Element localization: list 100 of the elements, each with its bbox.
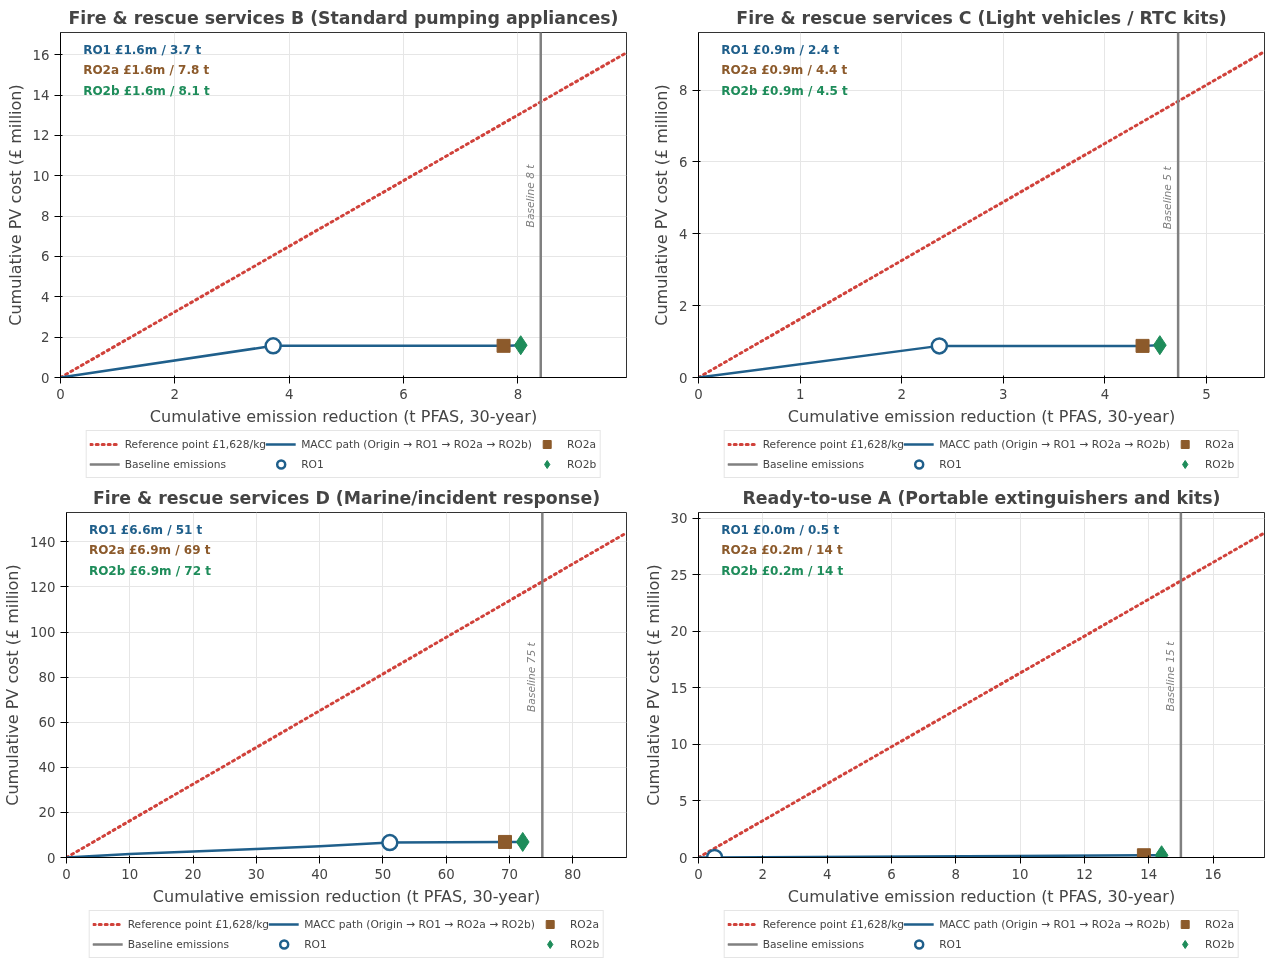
- x-axis-title: Cumulative emission reduction (t PFAS, 30-year): [787, 406, 1176, 426]
- x-tick-label: 10: [121, 866, 139, 882]
- y-tick-label: 14: [32, 88, 50, 104]
- y-tick-label: 8: [41, 209, 50, 225]
- legend-label: Reference point £1,628/kg: [762, 916, 905, 933]
- y-tick-label: 8: [679, 83, 688, 98]
- y-tick-label: 10: [670, 737, 688, 753]
- legend-label: MACC path (Origin → RO1 → RO2a → RO2b): [939, 916, 1170, 933]
- x-tick-label: 70: [500, 866, 518, 882]
- legend-label: MACC path (Origin → RO1 → RO2a → RO2b): [301, 436, 532, 453]
- x-tick-label: 2: [170, 386, 180, 402]
- y-tick-label: 0: [679, 370, 688, 386]
- legend-label: RO2b: [566, 456, 597, 473]
- annotation: RO1 £1.6m / 3.7 t: [83, 42, 202, 57]
- x-tick-label: 6: [399, 386, 408, 402]
- y-tick-label: 20: [38, 805, 56, 821]
- x-tick-label: 10: [1011, 866, 1029, 882]
- y-tick-label: 80: [38, 670, 56, 686]
- y-tick-label: 15: [670, 680, 688, 696]
- y-tick-label: 30: [670, 511, 688, 527]
- x-axis-title: Cumulative emission reduction (t PFAS, 30-year): [152, 886, 541, 906]
- x-tick-label: 0: [62, 866, 71, 882]
- annotation: RO2a £0.9m / 4.4 t: [721, 63, 848, 78]
- legend-label: RO1: [301, 456, 324, 473]
- x-tick-label: 40: [311, 866, 329, 882]
- chart-title: Fire & rescue services B (Standard pumping appliances): [68, 7, 619, 28]
- x-tick-label: 50: [374, 866, 392, 882]
- x-tick-label: 0: [694, 386, 703, 402]
- legend-label: MACC path (Origin → RO1 → RO2a → RO2b): [304, 916, 535, 933]
- x-tick-label: 20: [184, 866, 202, 882]
- legend-label: Baseline emissions: [762, 456, 865, 473]
- x-tick-label: 30: [247, 866, 265, 882]
- chart-title: Fire & rescue services D (Marine/incident response): [92, 487, 601, 508]
- annotation: RO1 £0.0m / 0.5 t: [721, 522, 840, 537]
- annotation: Baseline 8 t: [523, 163, 537, 228]
- legend-label: Baseline emissions: [127, 936, 230, 953]
- x-tick-label: 8: [513, 386, 523, 402]
- y-tick-label: 5: [679, 793, 688, 809]
- y-tick-label: 6: [679, 154, 688, 170]
- chart-title: Fire & rescue services C (Light vehicles / RTC kits): [736, 7, 1227, 28]
- legend-label: RO2a: [569, 916, 600, 933]
- y-tick-label: 20: [670, 624, 688, 640]
- legend-label: RO2b: [569, 936, 600, 953]
- y-tick-label: 40: [38, 760, 56, 776]
- annotation: RO2b £6.9m / 72 t: [88, 564, 212, 579]
- x-tick-label: 14: [1140, 866, 1158, 882]
- x-tick-label: 8: [951, 866, 961, 882]
- y-tick-label: 2: [679, 298, 688, 314]
- y-axis-title: Cumulative PV cost (£ million): [652, 84, 672, 326]
- x-tick-label: 1: [795, 386, 805, 402]
- x-tick-label: 2: [897, 386, 906, 402]
- x-tick-label: 0: [694, 866, 703, 882]
- legend-label: RO2a: [1204, 436, 1235, 453]
- y-tick-label: 12: [32, 128, 50, 144]
- y-axis-title: Cumulative PV cost (£ million): [643, 564, 663, 806]
- legend-label: RO2a: [566, 436, 597, 453]
- x-tick-label: 3: [999, 386, 1008, 402]
- annotation: RO2a £6.9m / 69 t: [88, 543, 211, 558]
- y-tick-label: 16: [32, 47, 50, 63]
- y-tick-label: 4: [41, 289, 50, 305]
- legend-label: Baseline emissions: [124, 456, 227, 473]
- y-tick-label: 0: [679, 850, 688, 866]
- y-axis-title: Cumulative PV cost (£ million): [5, 84, 25, 326]
- annotation: RO2a £1.6m / 7.8 t: [83, 63, 210, 78]
- annotation: RO2b £1.6m / 8.1 t: [83, 84, 210, 99]
- y-tick-label: 10: [32, 168, 50, 184]
- x-axis-title: Cumulative emission reduction (t PFAS, 30-year): [149, 406, 538, 426]
- x-tick-label: 4: [822, 866, 832, 882]
- y-tick-label: 60: [38, 715, 56, 731]
- legend-label: RO2b: [1204, 456, 1235, 473]
- legend-label: Reference point £1,628/kg: [762, 436, 905, 453]
- legend-label: Baseline emissions: [762, 936, 865, 953]
- x-tick-label: 5: [1202, 386, 1211, 402]
- y-tick-label: 6: [41, 249, 50, 265]
- annotation: Baseline 15 t: [1163, 640, 1177, 712]
- legend-label: Reference point £1,628/kg: [127, 916, 270, 933]
- y-tick-label: 25: [670, 567, 688, 583]
- x-axis-title: Cumulative emission reduction (t PFAS, 30-year): [787, 886, 1176, 906]
- y-tick-label: 100: [30, 625, 56, 641]
- x-tick-label: 16: [1204, 866, 1222, 882]
- x-tick-label: 4: [1100, 386, 1110, 402]
- chart-title: Ready-to-use A (Portable extinguishers and kits): [742, 487, 1221, 508]
- annotation: RO2a £0.2m / 14 t: [721, 543, 843, 558]
- x-tick-label: 6: [887, 866, 896, 882]
- y-tick-label: 140: [30, 534, 56, 550]
- y-tick-label: 4: [679, 226, 688, 242]
- annotation: RO1 £6.6m / 51 t: [88, 522, 203, 537]
- annotation: Baseline 75 t: [525, 641, 539, 712]
- legend-label: RO1: [304, 936, 327, 953]
- annotation: RO2b £0.9m / 4.5 t: [721, 84, 848, 99]
- legend-label: RO2a: [1204, 916, 1235, 933]
- legend-label: RO2b: [1204, 936, 1235, 953]
- x-tick-label: 4: [284, 386, 294, 402]
- annotation: Baseline 5 t: [1161, 165, 1175, 230]
- y-tick-label: 120: [30, 579, 56, 595]
- legend-label: MACC path (Origin → RO1 → RO2a → RO2b): [939, 436, 1170, 453]
- legend-label: RO1: [939, 456, 962, 473]
- x-tick-label: 12: [1075, 866, 1093, 882]
- y-tick-label: 0: [47, 850, 56, 866]
- annotation: RO2b £0.2m / 14 t: [721, 564, 844, 579]
